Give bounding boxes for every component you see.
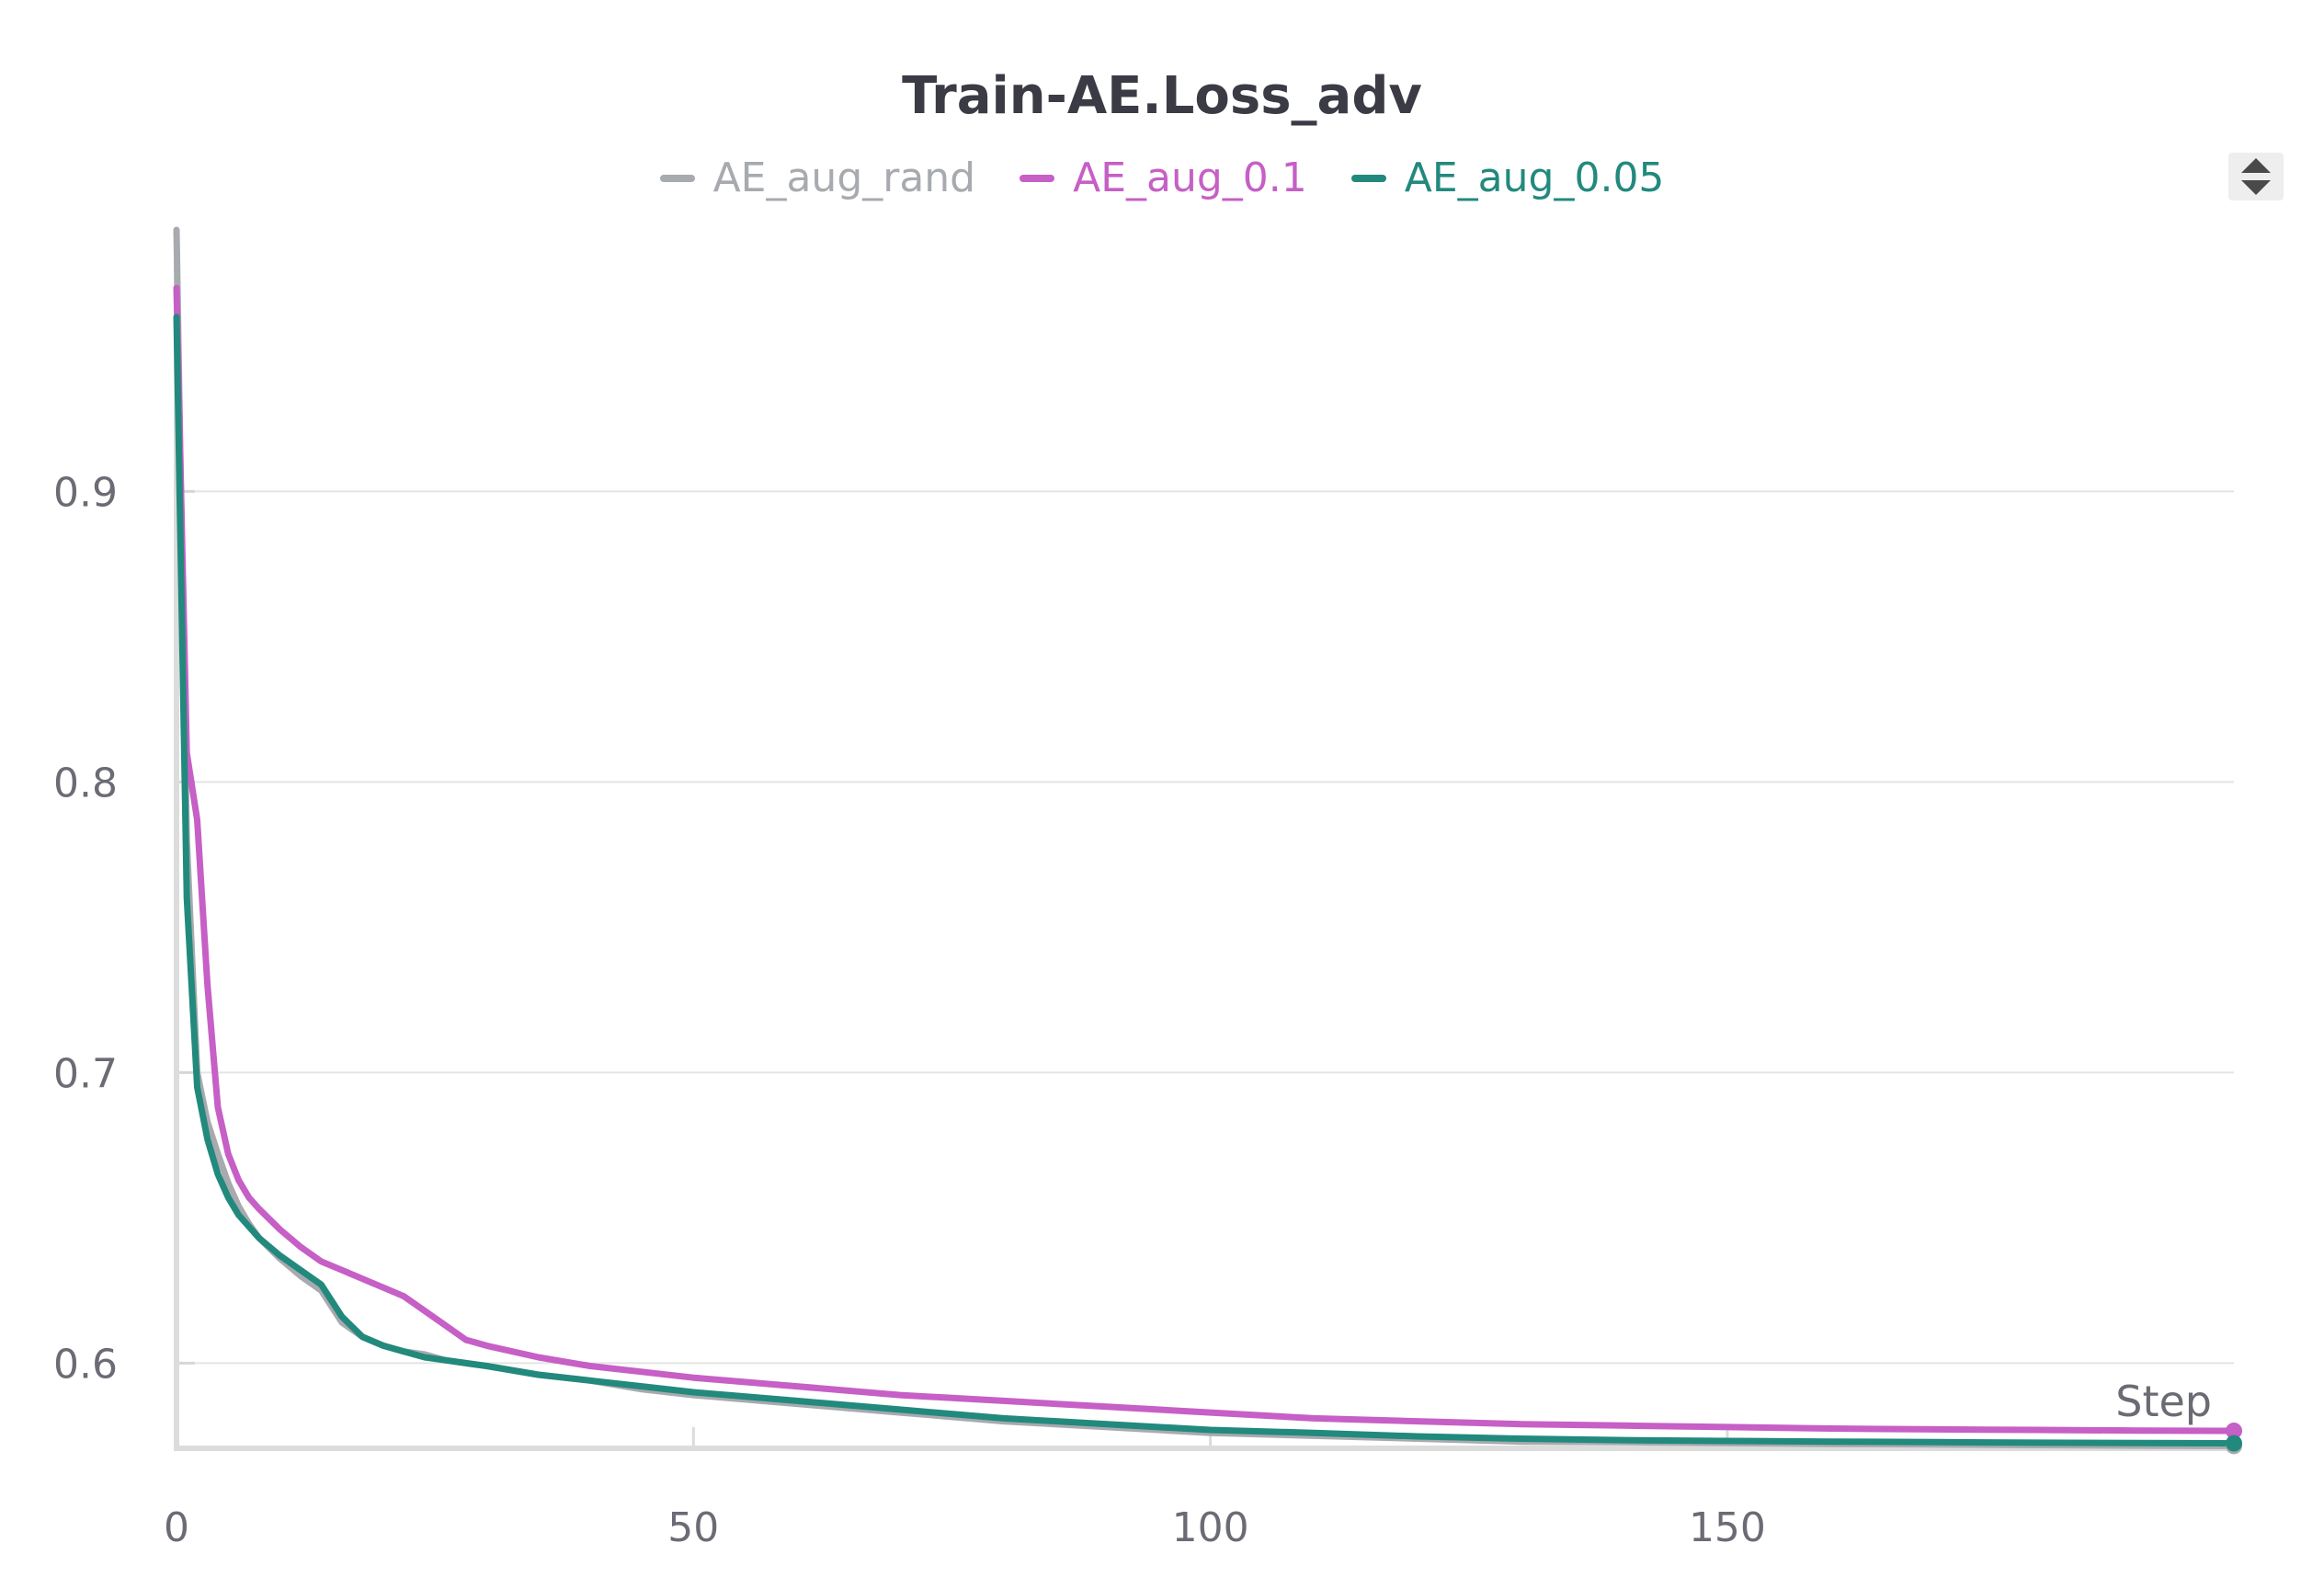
legend-label: AE_aug_rand	[712, 154, 976, 201]
y-tick-label: 0.9	[53, 469, 118, 516]
caret-down-icon[interactable]	[2241, 180, 2271, 195]
legend-scroll-control[interactable]	[2228, 153, 2284, 200]
legend-label: AE_aug_0.1	[1073, 154, 1307, 201]
series-end-point-2	[2226, 1435, 2242, 1452]
legend-item-ae-aug-0-1[interactable]: AE_aug_0.1	[1020, 154, 1307, 201]
y-tick-label: 0.8	[53, 760, 118, 806]
chart-title: Train-AE.Loss_adv	[902, 66, 1422, 126]
legend-swatch	[1350, 174, 1386, 182]
legend-item-ae-aug-rand[interactable]: AE_aug_rand	[659, 154, 976, 201]
y-tick-label: 0.7	[53, 1050, 118, 1097]
grid-lines	[175, 489, 2234, 1365]
x-tick-label: 0	[164, 1504, 189, 1551]
tick-labels: 0.6 0.7 0.8 0.9 0 50 100 150	[53, 469, 1766, 1551]
x-axis-label: Step	[2115, 1377, 2212, 1426]
caret-up-icon[interactable]	[2241, 158, 2271, 173]
x-tick-label: 50	[667, 1504, 719, 1551]
legend-swatch	[659, 174, 695, 182]
axes	[174, 230, 2234, 1451]
legend-swatch	[1020, 174, 1055, 182]
series-end-point-1	[2226, 1422, 2242, 1439]
legend: AE_aug_rand AE_aug_0.1 AE_aug_0.05	[0, 154, 2324, 201]
x-tick-label: 150	[1689, 1504, 1766, 1551]
legend-label: AE_aug_0.05	[1404, 154, 1665, 201]
series-line-2	[173, 314, 2238, 1447]
y-tick-label: 0.6	[53, 1341, 118, 1388]
legend-item-ae-aug-0-05[interactable]: AE_aug_0.05	[1350, 154, 1665, 201]
series-lines	[173, 226, 2238, 1449]
x-tick-label: 100	[1172, 1504, 1249, 1551]
series-line-1	[173, 284, 2238, 1435]
series-line-0	[173, 226, 2238, 1449]
end-markers	[2226, 1422, 2242, 1455]
